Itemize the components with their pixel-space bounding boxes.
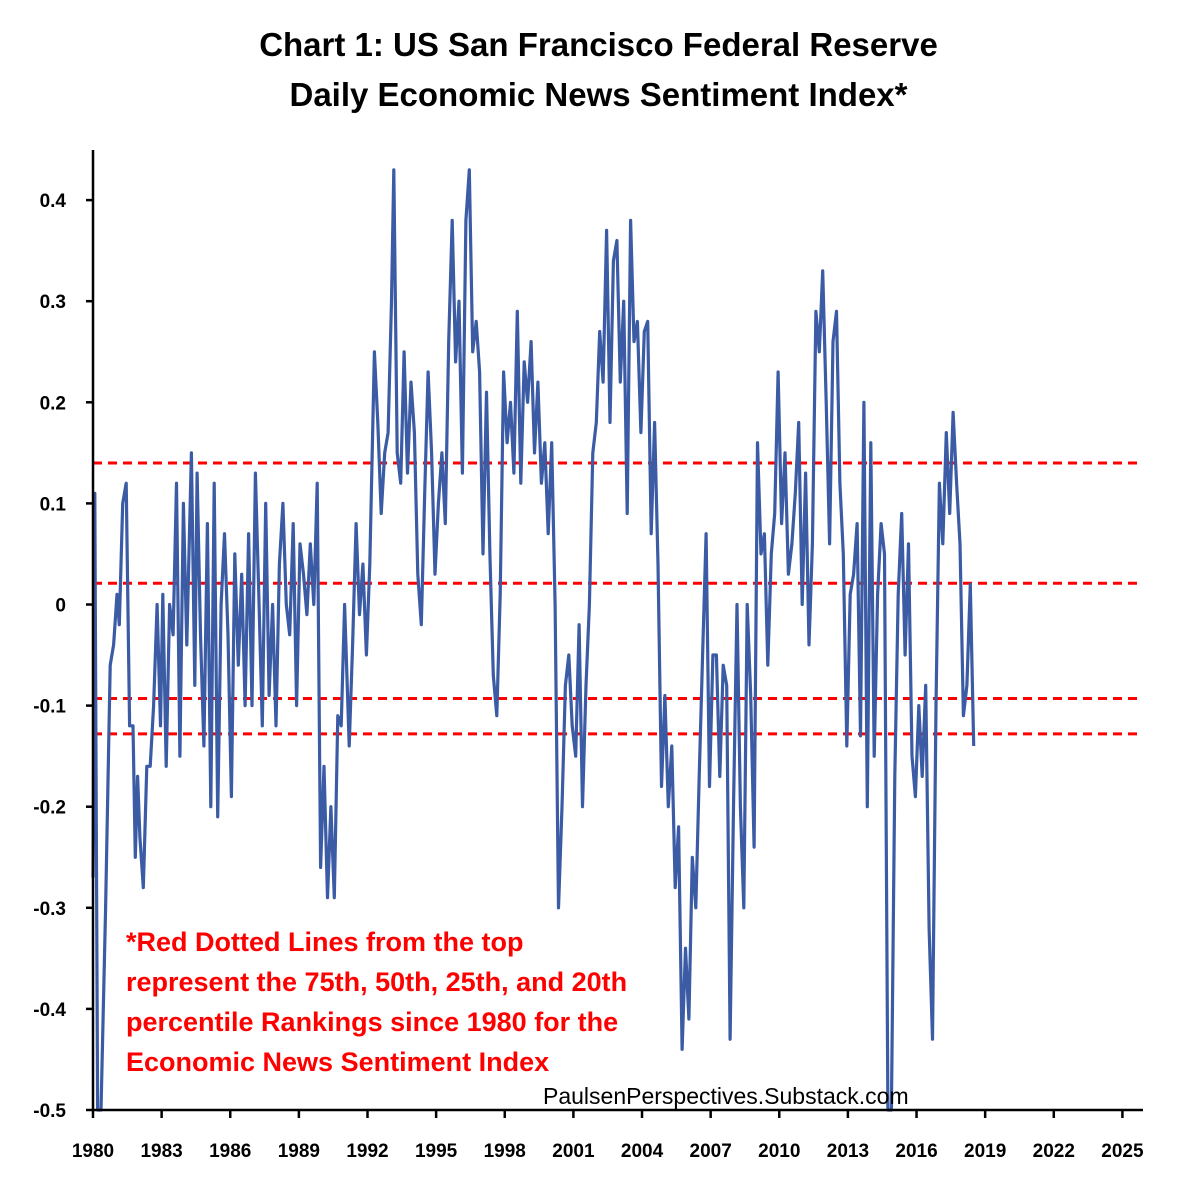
x-tick-label: 1980	[72, 1141, 114, 1162]
x-tick-label: 1998	[484, 1141, 526, 1162]
y-tick-label: -0.3	[33, 899, 66, 920]
x-tick-label: 1983	[140, 1141, 182, 1162]
x-tick-label: 1989	[278, 1141, 320, 1162]
x-tick-label: 2001	[552, 1141, 595, 1162]
x-tick-label: 1992	[346, 1141, 388, 1162]
x-tick-label: 2019	[964, 1141, 1006, 1162]
x-tick-label: 2007	[690, 1141, 732, 1162]
y-tick-label: -0.4	[33, 1000, 66, 1021]
chart-title-line-1: Chart 1: US San Francisco Federal Reserv…	[259, 26, 938, 63]
x-tick-label: 2022	[1033, 1141, 1075, 1162]
y-tick-label: -0.5	[33, 1101, 66, 1122]
note-line-4: Economic News Sentiment Index	[126, 1047, 550, 1077]
x-tick-label: 2004	[621, 1141, 664, 1162]
x-tick-label: 2025	[1101, 1141, 1144, 1162]
x-tick-label: 2013	[827, 1141, 869, 1162]
note-line-1: *Red Dotted Lines from the top	[126, 927, 524, 957]
x-tick-label: 1995	[415, 1141, 458, 1162]
y-axis-ticks: 0.4 0.3 0.2 0.1 0 -0.1 -0.2 -0.3 -0.4 -0.5	[33, 191, 93, 1122]
note-line-3: percentile Rankings since 1980 for the	[126, 1007, 619, 1037]
source-credit: PaulsenPerspectives.Substack.com	[543, 1083, 909, 1109]
y-tick-label: 0.3	[40, 292, 66, 313]
y-tick-label: 0.2	[40, 393, 66, 414]
x-tick-label: 2010	[758, 1141, 800, 1162]
x-tick-label: 2016	[895, 1141, 937, 1162]
sentiment-index-line	[91, 168, 976, 1112]
x-axis-ticks: 1980 1983 1986 1989 1992 1995 1998 2001 2004 2007…	[72, 1110, 1144, 1162]
x-tick-label: 1986	[209, 1141, 251, 1162]
percentile-note: *Red Dotted Lines from the top represent…	[126, 922, 726, 1082]
reference-lines	[93, 461, 1143, 736]
y-tick-label: -0.2	[33, 798, 66, 819]
y-tick-label: 0.4	[40, 191, 67, 212]
note-line-2: represent the 75th, 50th, 25th, and 20th	[126, 967, 628, 997]
chart-axes	[91, 150, 1143, 1112]
y-tick-label: 0.1	[40, 494, 67, 515]
y-tick-label: 0	[55, 596, 66, 617]
chart-title-line-2: Daily Economic News Sentiment Index*	[289, 76, 908, 113]
y-tick-label: -0.1	[33, 697, 66, 718]
